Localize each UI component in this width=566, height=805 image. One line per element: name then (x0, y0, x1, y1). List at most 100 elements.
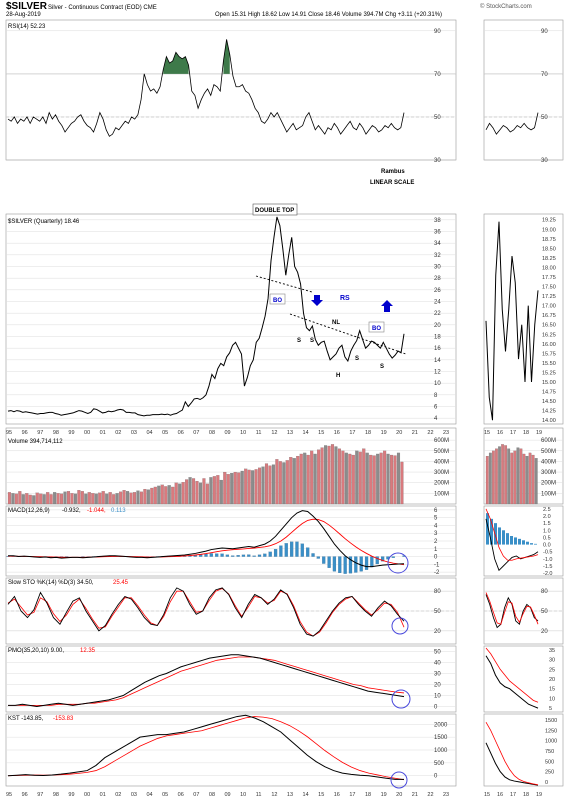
macd-tick-label: 1 (434, 547, 438, 553)
price-label: $SILVER (Quarterly) 18.46 (8, 219, 80, 225)
macd-histogram-bar (290, 542, 293, 557)
volume-bar (269, 466, 272, 504)
sto-label: Slow STO %K(14) %D(3) 34.50, (8, 580, 94, 586)
rsi-tick-label: 90 (434, 29, 441, 35)
volume-side-bar (504, 445, 507, 504)
price-tick-label: 10 (434, 381, 441, 387)
volume-bar (355, 451, 358, 504)
volume-bar (91, 493, 94, 504)
kst-tick-label: 0 (434, 774, 438, 780)
pmo-signal-value: 12.35 (80, 648, 96, 654)
rsi-overbought-fill (163, 52, 188, 74)
x-axis-label: 04 (146, 430, 152, 436)
volume-side-bar (501, 444, 504, 504)
kst-side-tick-label: 500 (545, 759, 554, 765)
volume-bar (168, 485, 171, 504)
volume-side-bar (492, 451, 495, 504)
sto-side-tick-label: 20 (541, 629, 548, 635)
rsi-line (8, 39, 404, 136)
x-axis-label: 97 (37, 430, 43, 436)
macd-side-tick-label: -0.5 (543, 550, 552, 556)
macd-tick-label: 2 (434, 539, 438, 545)
x-axis-label: 97 (37, 792, 43, 798)
price-line (8, 217, 404, 416)
x-axis-label: 01 (100, 430, 106, 436)
volume-bar (95, 494, 98, 504)
price-side-tick-label: 18.50 (542, 246, 556, 252)
sto-tick-label: 80 (434, 589, 441, 595)
price-side-tick-label: 17.00 (542, 304, 556, 310)
note-scale: LINEAR SCALE (370, 180, 414, 186)
price-side-tick-label: 16.25 (542, 332, 556, 338)
volume-side-tick-label: 200M (541, 481, 556, 487)
volume-bar (175, 483, 178, 504)
volume-bar (182, 482, 185, 504)
macd-histogram-bar (253, 556, 256, 557)
x-axis-label: 05 (162, 792, 168, 798)
volume-bar (230, 473, 233, 504)
volume-side-bar (520, 449, 523, 504)
volume-bar (286, 460, 289, 504)
rsi-side-tick-label: 70 (541, 72, 548, 78)
volume-bar (390, 455, 393, 504)
kst-side-tick-label: 1250 (545, 728, 557, 734)
macd-histogram-bar (312, 553, 315, 556)
macd-side-histogram-bar (498, 527, 501, 544)
volume-bar (105, 494, 108, 504)
volume-bar (282, 462, 285, 504)
pmo-tick-label: 0 (434, 705, 438, 711)
volume-bar (126, 491, 129, 504)
x-axis-label: 20 (396, 792, 402, 798)
macd-side-tick-label: -2.0 (543, 571, 552, 577)
price-tick-label: 6 (434, 405, 438, 411)
macd-side-tick-label: 1.0 (543, 528, 551, 534)
watermark: © StockCharts.com (480, 3, 532, 10)
volume-bar (143, 489, 146, 504)
pmo-side-tick-label: 25 (549, 667, 555, 673)
rsi-tick-label: 70 (434, 72, 441, 78)
volume-bar (258, 468, 261, 504)
x-axis-label: 08 (209, 430, 215, 436)
volume-side-tick-label: 600M (541, 438, 556, 444)
macd-histogram-bar (295, 542, 298, 557)
macd-histogram-bar (285, 543, 288, 556)
price-side-tick-label: 18.00 (542, 265, 556, 271)
macd-side-tick-label: 2.5 (543, 507, 551, 513)
volume-bar (255, 469, 258, 504)
volume-bar (369, 455, 372, 504)
double-top-label: DOUBLE TOP (255, 208, 294, 214)
macd-histogram-bar (328, 557, 331, 568)
chart-date: 28-Aug-2019 (6, 12, 41, 18)
macd-histogram-bar (338, 557, 341, 573)
macd-histogram-bar (274, 549, 277, 556)
price-tick-label: 22 (434, 311, 441, 317)
kst-side-tick-label: 250 (545, 770, 554, 776)
macd-side-histogram-bar (534, 544, 537, 545)
volume-bar (227, 474, 230, 504)
macd-tick-label: 5 (434, 516, 438, 522)
x-axis-label: 14 (303, 792, 309, 798)
nl-label: NL (332, 320, 340, 326)
macd-side-histogram-bar (518, 539, 521, 545)
kst-side-signal-line (486, 722, 538, 785)
side-x-axis-label: 19 (536, 430, 542, 436)
price-side-tick-label: 15.25 (542, 370, 556, 376)
macd-hist-value: 0.113 (111, 508, 126, 514)
x-axis-label: 04 (146, 792, 152, 798)
kst-highlight-circle (391, 772, 407, 788)
volume-bar (130, 493, 133, 504)
volume-bar (164, 486, 167, 504)
volume-bar (147, 490, 150, 504)
price-side-tick-label: 15.75 (542, 351, 556, 357)
volume-bar (74, 494, 77, 504)
volume-bar (335, 447, 338, 504)
sto-d-line (8, 589, 404, 637)
volume-bar (112, 494, 115, 504)
x-axis-label: 19 (381, 792, 387, 798)
macd-histogram-bar (306, 548, 309, 557)
macd-histogram-bar (344, 557, 347, 574)
rsi-tick-label: 30 (434, 158, 441, 164)
macd-tick-label: -2 (434, 570, 440, 576)
x-axis-label: 02 (115, 430, 121, 436)
